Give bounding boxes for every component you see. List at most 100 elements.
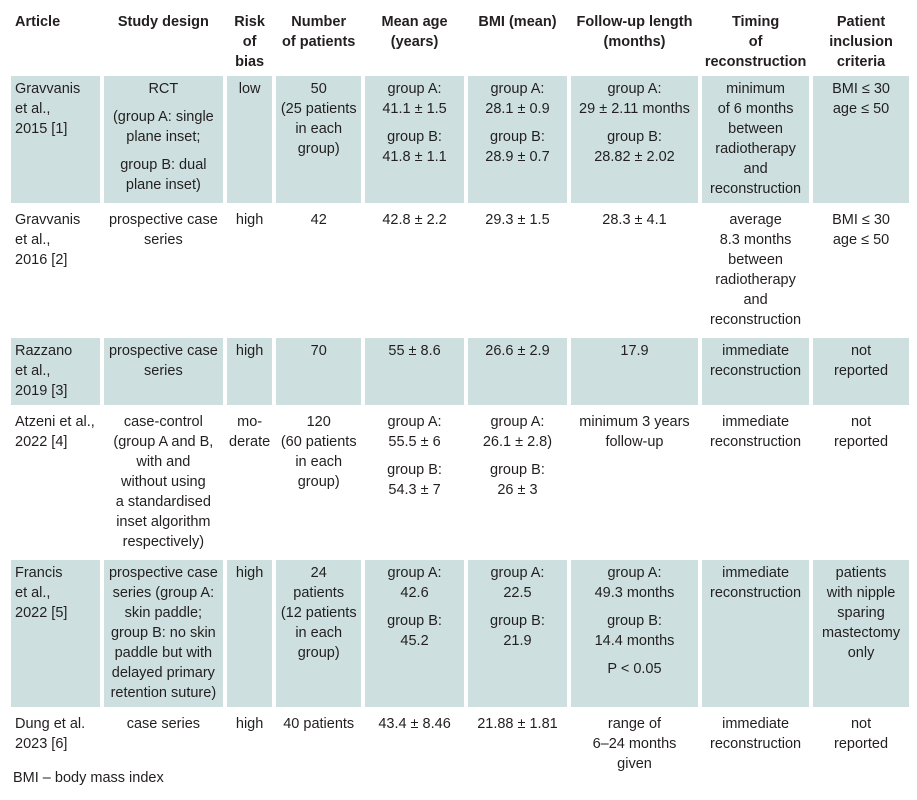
cell-risk-of-bias: high <box>226 338 273 405</box>
cell-study-design: case-control (group A and B, with and witho… <box>104 409 223 556</box>
cell-paragraph: group B: 28.82 ± 2.02 <box>594 129 675 165</box>
cell-risk-of-bias: low <box>226 76 273 203</box>
cell-bmi: group A: 26.1 ± 2.8) group B: 26 ± 3 <box>468 409 567 556</box>
table-row: Francis et al., 2022 [5] prospective case se… <box>11 560 909 707</box>
cell-study-design: RCT (group A: single plane inset; group B: … <box>103 76 223 203</box>
cell-follow-up: 28.3 ± 4.1 <box>571 207 698 334</box>
cell-mean-age: group A: 41.1 ± 1.5 group B: 41.8 ± 1.1 <box>365 76 464 203</box>
cell-follow-up: 17.9 <box>570 338 699 405</box>
cell-paragraph: immediate reconstruction <box>710 565 802 601</box>
cell-article: Dung et al. 2023 [6] <box>11 711 100 778</box>
cell-paragraph: Dung et al. 2023 [6] <box>15 716 86 752</box>
cell-paragraph: group A: 41.1 ± 1.5 <box>382 81 447 117</box>
cell-paragraph: prospective case series <box>108 212 218 248</box>
cell-paragraph: 29.3 ± 1.5 <box>485 212 550 228</box>
cell-follow-up: range of 6–24 months given <box>571 711 698 778</box>
cell-article: Gravvanis et al., 2016 [2] <box>11 207 100 334</box>
cell-paragraph: group B: 14.4 months <box>594 613 675 649</box>
cell-paragraph: group A: 49.3 months <box>594 565 675 601</box>
cell-paragraph: high <box>235 716 264 732</box>
cell-follow-up: group A: 49.3 months group B: 14.4 months P … <box>570 560 699 707</box>
cell-bmi: 21.88 ± 1.81 <box>468 711 567 778</box>
cell-inclusion-criteria: BMI ≤ 30 age ≤ 50 <box>813 207 909 334</box>
cell-study-design: prospective case series <box>104 207 223 334</box>
cell-bmi: group A: 22.5 group B: 21.9 <box>468 560 567 707</box>
cell-paragraph: BMI ≤ 30 age ≤ 50 <box>832 212 890 248</box>
table-body: Gravvanis et al., 2015 [1] RCT (group A: sin… <box>11 76 909 778</box>
cell-paragraph: group A: 42.6 <box>387 565 442 601</box>
cell-paragraph: patients with nipple sparing mastectomy only <box>821 565 901 661</box>
table-row: Razzano et al., 2019 [3] prospective case se… <box>11 338 909 405</box>
cell-number-of-patients: 70 <box>276 338 362 405</box>
header-timing: Timing of reconstruction <box>702 10 809 72</box>
cell-paragraph: case series <box>126 716 201 732</box>
cell-number-of-patients: 42 <box>276 207 361 334</box>
cell-paragraph: not reported <box>834 343 889 379</box>
cell-timing: average 8.3 months between radiotherapy and r… <box>702 207 809 334</box>
table-row: Gravvanis et al., 2016 [2] prospective case… <box>11 207 909 334</box>
cell-paragraph: immediate reconstruction <box>710 414 802 450</box>
cell-paragraph: P < 0.05 <box>607 661 662 677</box>
cell-article: Francis et al., 2022 [5] <box>11 560 100 707</box>
cell-inclusion-criteria: not reported <box>813 338 909 405</box>
cell-mean-age: group A: 55.5 ± 6 group B: 54.3 ± 7 <box>365 409 464 556</box>
cell-paragraph: group A: 22.5 <box>490 565 545 601</box>
cell-risk-of-bias: high <box>227 711 272 778</box>
header-follow-up: Follow-up length (months) <box>571 10 698 72</box>
cell-follow-up: minimum 3 years follow-up <box>571 409 698 556</box>
cell-paragraph: Razzano et al., 2019 [3] <box>15 343 73 399</box>
cell-paragraph: group B: 41.8 ± 1.1 <box>382 129 447 165</box>
cell-paragraph: mo-derate <box>229 414 271 450</box>
cell-timing: immediate reconstruction <box>702 711 809 778</box>
cell-paragraph: 120 (60 patients in each group) <box>280 414 357 490</box>
cell-number-of-patients: 50 (25 patients in each group) <box>276 76 362 203</box>
cell-paragraph: not reported <box>834 716 889 752</box>
header-timing-text: Timing of reconstruction <box>704 14 807 70</box>
cell-article: Razzano et al., 2019 [3] <box>11 338 100 405</box>
cell-paragraph: 70 <box>310 343 327 359</box>
cell-risk-of-bias: mo-derate <box>227 409 272 556</box>
cell-study-design: prospective case series <box>103 338 223 405</box>
cell-paragraph: Francis et al., 2022 [5] <box>15 565 68 621</box>
cell-paragraph: Atzeni et al., 2022 [4] <box>15 414 95 450</box>
cell-mean-age: 42.8 ± 2.2 <box>365 207 464 334</box>
cell-bmi: 26.6 ± 2.9 <box>468 338 567 405</box>
cell-paragraph: not reported <box>834 414 889 450</box>
cell-paragraph: Gravvanis et al., 2015 [1] <box>15 81 81 137</box>
header-article-text: Article <box>15 14 61 30</box>
cell-paragraph: 21.88 ± 1.81 <box>477 716 558 732</box>
cell-paragraph: RCT <box>148 81 179 97</box>
cell-paragraph: 24 patients (12 patients in each group) <box>280 565 357 661</box>
cell-paragraph: low <box>238 81 261 97</box>
header-number-of-patients: Number of patients <box>276 10 361 72</box>
header-inclusion-criteria-text: Patient inclusion criteria <box>829 14 893 70</box>
cell-paragraph: group B: dual plane inset) <box>120 157 207 193</box>
cell-paragraph: 42 <box>310 212 327 228</box>
cell-paragraph: Gravvanis et al., 2016 [2] <box>15 212 81 268</box>
cell-article: Atzeni et al., 2022 [4] <box>11 409 100 556</box>
cell-paragraph: group B: 45.2 <box>387 613 442 649</box>
cell-paragraph: 40 patients <box>283 716 355 732</box>
cell-paragraph: prospective case series <box>108 343 218 379</box>
cell-paragraph: range of 6–24 months given <box>592 716 677 772</box>
cell-paragraph: group A: 29 ± 2.11 months <box>579 81 690 117</box>
cell-paragraph: high <box>235 212 264 228</box>
cell-article: Gravvanis et al., 2015 [1] <box>11 76 100 203</box>
cell-paragraph: prospective case series (group A: skin pad… <box>108 565 218 701</box>
cell-paragraph: average 8.3 months between radiotherapy and r… <box>710 212 802 328</box>
cell-paragraph: 42.8 ± 2.2 <box>382 212 447 228</box>
cell-paragraph: group B: 26 ± 3 <box>490 462 545 498</box>
cell-timing: immediate reconstruction <box>702 409 809 556</box>
cell-paragraph: group A: 55.5 ± 6 <box>387 414 442 450</box>
cell-paragraph: immediate reconstruction <box>710 343 802 379</box>
table-row: Atzeni et al., 2022 [4] case-control (group… <box>11 409 909 556</box>
cell-inclusion-criteria: patients with nipple sparing mastectomy only <box>813 560 909 707</box>
header-mean-age: Mean age (years) <box>365 10 464 72</box>
header-number-of-patients-text: Number of patients <box>282 14 356 50</box>
cell-timing: minimum of 6 months between radiotherapy and… <box>702 76 810 203</box>
cell-timing: immediate reconstruction <box>702 560 810 707</box>
cell-paragraph: immediate reconstruction <box>710 716 802 752</box>
header-study-design: Study design <box>104 10 223 72</box>
cell-paragraph: 43.4 ± 8.46 <box>378 716 451 732</box>
